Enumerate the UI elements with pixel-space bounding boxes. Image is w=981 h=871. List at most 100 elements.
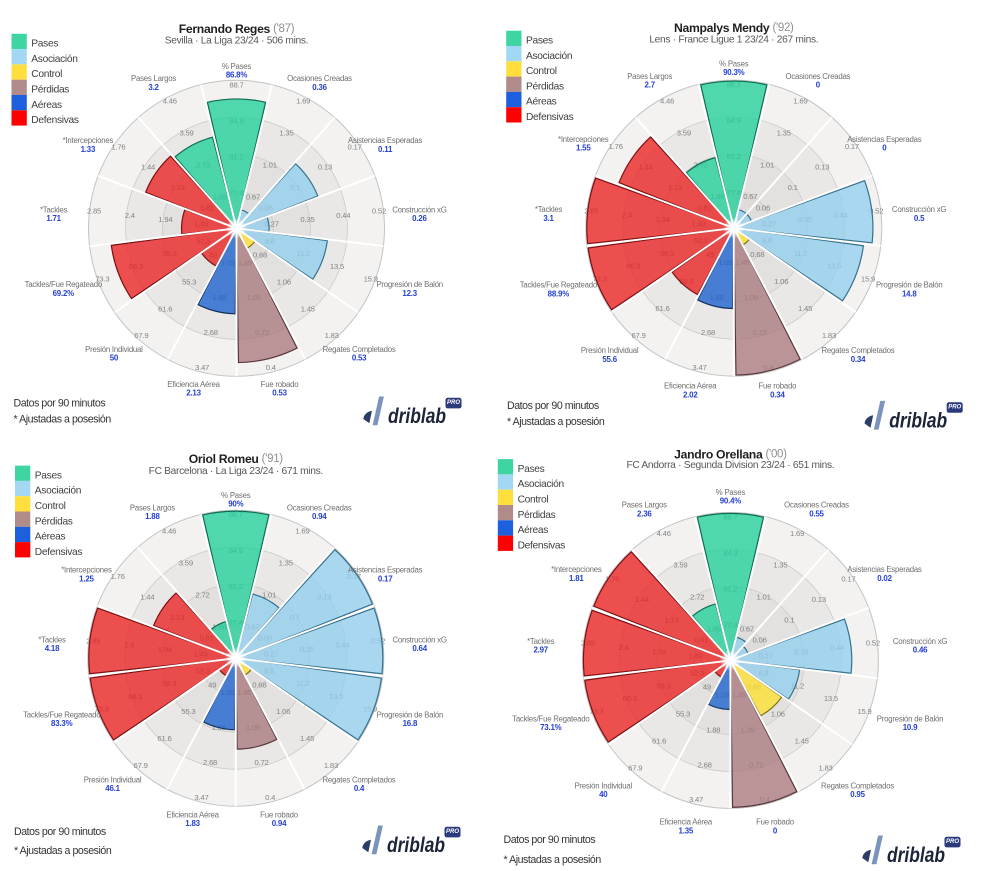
svg-text:1.76: 1.76: [111, 142, 125, 151]
svg-text:0.34: 0.34: [851, 355, 866, 364]
svg-text:Jandro Orellana ('00): Jandro Orellana ('00): [674, 448, 787, 462]
svg-text:1.88: 1.88: [706, 725, 720, 734]
svg-text:1.35: 1.35: [279, 129, 293, 138]
svg-text:10.9: 10.9: [903, 723, 918, 732]
svg-text:3.59: 3.59: [179, 559, 193, 568]
svg-text:2.13: 2.13: [186, 389, 201, 398]
svg-text:Asociación: Asociación: [31, 54, 77, 65]
svg-text:3.2: 3.2: [148, 83, 159, 92]
svg-text:Tackles/Fue Regateado: Tackles/Fue Regateado: [512, 714, 590, 723]
svg-text:Pases: Pases: [35, 470, 62, 481]
svg-text:PRO: PRO: [948, 405, 961, 411]
svg-text:Datos por 90 minutos: Datos por 90 minutos: [507, 400, 599, 412]
svg-text:*Intercepciones: *Intercepciones: [551, 565, 602, 574]
svg-text:1.76: 1.76: [111, 572, 125, 581]
svg-text:1.44: 1.44: [141, 163, 156, 172]
svg-text:61.6: 61.6: [655, 304, 669, 313]
svg-text:Asistencias Esperadas: Asistencias Esperadas: [847, 565, 922, 574]
svg-text:0.46: 0.46: [913, 646, 928, 655]
svg-text:Fernando Reges ('87): Fernando Reges ('87): [179, 22, 295, 36]
svg-text:Ocasiones Creadas: Ocasiones Creadas: [287, 74, 352, 83]
svg-text:4.46: 4.46: [660, 97, 674, 106]
svg-text:0.52: 0.52: [372, 207, 386, 216]
svg-text:0.94: 0.94: [312, 512, 327, 521]
svg-text:Progresión de Balón: Progresión de Balón: [877, 714, 943, 723]
svg-text:67.9: 67.9: [628, 763, 642, 772]
svg-text:Eficiencia Aérea: Eficiencia Aérea: [660, 818, 713, 827]
svg-text:Presión Individual: Presión Individual: [84, 775, 142, 784]
svg-text:2.68: 2.68: [701, 328, 715, 337]
svg-text:14.8: 14.8: [902, 289, 917, 298]
svg-text:0.5: 0.5: [914, 214, 925, 223]
svg-text:1.33: 1.33: [81, 145, 96, 154]
svg-text:0.13: 0.13: [318, 163, 332, 172]
svg-text:Pases: Pases: [31, 39, 58, 50]
svg-text:1.35: 1.35: [773, 561, 787, 570]
svg-text:2.68: 2.68: [203, 758, 217, 767]
svg-text:55.3: 55.3: [181, 707, 195, 716]
svg-text:83.3%: 83.3%: [51, 719, 73, 728]
svg-text:Regates Completados: Regates Completados: [821, 781, 894, 790]
svg-text:0.13: 0.13: [812, 595, 826, 604]
svg-text:0.68: 0.68: [253, 250, 267, 259]
svg-text:86.8%: 86.8%: [226, 71, 248, 80]
svg-text:11.2: 11.2: [790, 681, 804, 690]
svg-text:1.01: 1.01: [757, 593, 771, 602]
svg-text:0.13: 0.13: [815, 163, 829, 172]
svg-text:*Tackles: *Tackles: [40, 206, 68, 215]
svg-text:1.88: 1.88: [145, 512, 160, 521]
svg-text:73.1%: 73.1%: [540, 723, 562, 732]
svg-text:driblab: driblab: [388, 405, 446, 428]
svg-text:2.4: 2.4: [125, 211, 136, 220]
svg-text:55.6: 55.6: [602, 355, 617, 364]
svg-text:49: 49: [208, 680, 216, 689]
svg-text:0.44: 0.44: [336, 211, 351, 220]
svg-text:55.3: 55.3: [182, 277, 196, 286]
svg-text:Pases Largos: Pases Largos: [130, 503, 175, 512]
svg-text:2.72: 2.72: [690, 593, 704, 602]
svg-text:2.97: 2.97: [533, 646, 548, 655]
svg-text:12.3: 12.3: [402, 289, 417, 298]
svg-text:Tackles/Fue Regateado: Tackles/Fue Regateado: [25, 280, 103, 289]
svg-text:Pases: Pases: [518, 464, 545, 475]
svg-text:PRO: PRO: [447, 400, 460, 406]
svg-text:Asistencias Esperadas: Asistencias Esperadas: [348, 136, 423, 145]
svg-text:0.94: 0.94: [272, 819, 287, 828]
svg-text:15.9: 15.9: [861, 274, 875, 283]
svg-text:1.06: 1.06: [276, 707, 290, 716]
svg-text:2.68: 2.68: [698, 760, 712, 769]
svg-text:% Pases: % Pases: [719, 59, 749, 68]
svg-text:1.45: 1.45: [798, 304, 812, 313]
svg-text:Regates Completados: Regates Completados: [323, 345, 396, 354]
svg-text:1.06: 1.06: [774, 277, 788, 286]
svg-text:1.06: 1.06: [771, 709, 785, 718]
svg-text:1.69: 1.69: [295, 527, 309, 536]
svg-text:16.8: 16.8: [403, 719, 418, 728]
svg-text:0: 0: [882, 144, 887, 153]
svg-text:Asociación: Asociación: [518, 479, 564, 490]
svg-text:Fue robado: Fue robado: [759, 382, 798, 391]
svg-text:Nampalys Mendy ('92): Nampalys Mendy ('92): [674, 21, 794, 35]
svg-text:2.85: 2.85: [87, 207, 101, 216]
svg-text:61.6: 61.6: [158, 304, 172, 313]
svg-text:55.3: 55.3: [676, 709, 690, 718]
svg-text:Asistencias Esperadas: Asistencias Esperadas: [348, 566, 423, 575]
svg-text:Ocasiones Creadas: Ocasiones Creadas: [784, 501, 849, 510]
svg-text:2.68: 2.68: [204, 328, 218, 337]
svg-text:61.6: 61.6: [652, 736, 666, 745]
svg-text:0.35: 0.35: [300, 215, 314, 224]
svg-text:PRO: PRO: [446, 829, 459, 835]
svg-text:67.9: 67.9: [632, 331, 646, 340]
svg-text:0.4: 0.4: [354, 784, 365, 793]
svg-text:PRO: PRO: [946, 839, 959, 845]
svg-text:Presión Individual: Presión Individual: [581, 346, 639, 355]
svg-text:73.3: 73.3: [95, 275, 109, 284]
svg-text:Construcción xG: Construcción xG: [892, 205, 946, 214]
svg-text:15.9: 15.9: [364, 275, 378, 284]
svg-text:4.46: 4.46: [163, 97, 177, 106]
svg-text:0.95: 0.95: [850, 790, 865, 799]
svg-text:0.1: 0.1: [784, 615, 794, 624]
svg-text:1.25: 1.25: [79, 574, 94, 583]
svg-text:0.27: 0.27: [265, 220, 279, 229]
svg-text:* Ajustadas a posesión: * Ajustadas a posesión: [507, 416, 605, 428]
